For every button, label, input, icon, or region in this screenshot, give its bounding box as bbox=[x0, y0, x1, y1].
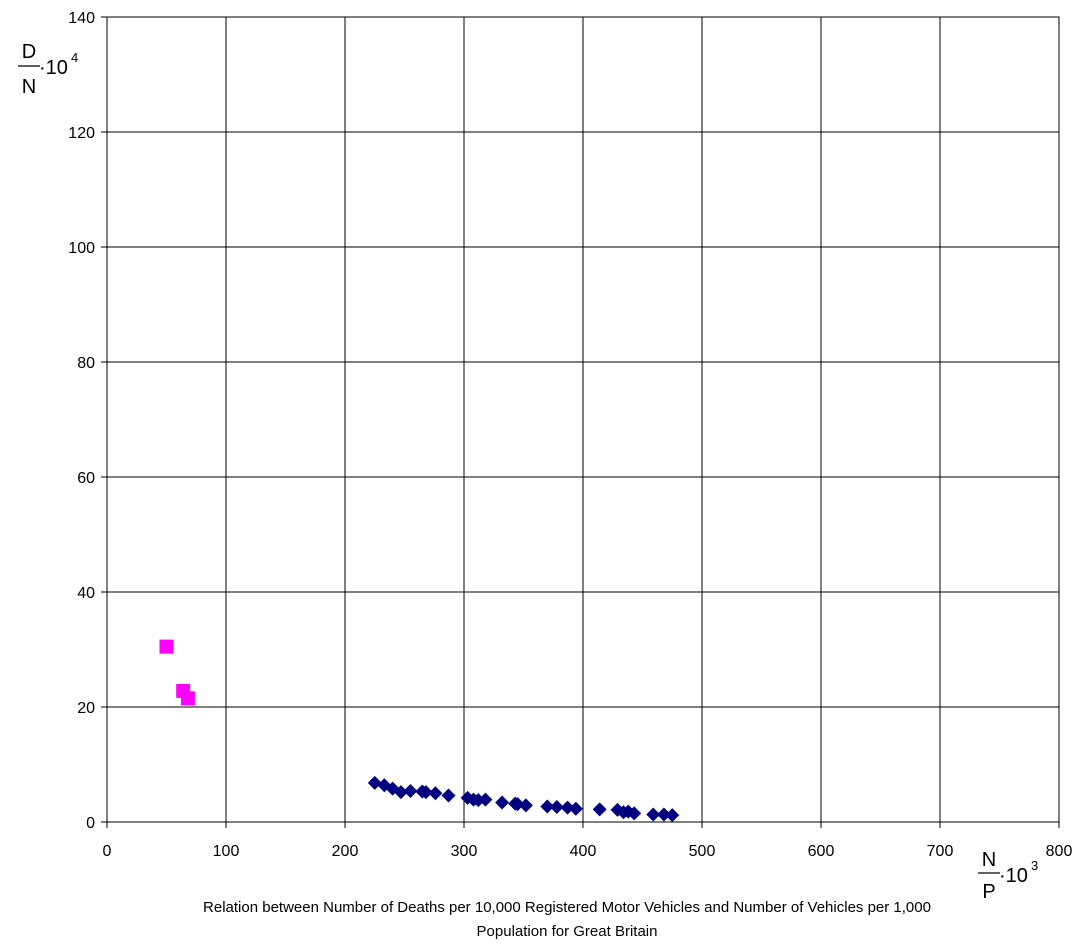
diamond-point bbox=[428, 786, 443, 801]
chart-caption-line2: Population for Great Britain bbox=[477, 923, 658, 940]
x-tick-label: 200 bbox=[332, 843, 359, 860]
y-tick-label: 100 bbox=[68, 240, 95, 257]
y-label-denominator: N bbox=[22, 76, 36, 98]
square-point bbox=[180, 691, 195, 706]
y-tick-label: 60 bbox=[77, 470, 95, 487]
y-tick-label: 40 bbox=[77, 585, 95, 602]
data-points bbox=[159, 639, 680, 823]
x-axis-label: N P ·10 3 bbox=[978, 849, 1038, 903]
x-label-multiplier: ·10 bbox=[999, 865, 1028, 887]
x-tick-label: 800 bbox=[1046, 843, 1073, 860]
y-tick-label: 80 bbox=[77, 355, 95, 372]
grid-lines bbox=[101, 16, 1060, 828]
y-tick-label: 140 bbox=[68, 10, 95, 27]
x-tick-label: 700 bbox=[927, 843, 954, 860]
diamond-point bbox=[510, 797, 525, 812]
diamond-point bbox=[646, 807, 661, 822]
diamond-point bbox=[418, 785, 433, 800]
y-tick-label: 120 bbox=[68, 125, 95, 142]
diamond-point bbox=[627, 806, 642, 821]
y-tick-label: 20 bbox=[77, 700, 95, 717]
x-tick-label: 500 bbox=[689, 843, 716, 860]
x-label-numerator: N bbox=[982, 849, 996, 871]
plot-area-frame bbox=[106, 16, 1060, 823]
y-label-exponent: 4 bbox=[71, 50, 78, 65]
diamond-point bbox=[540, 799, 555, 814]
y-label-multiplier: ·10 bbox=[39, 57, 68, 79]
y-axis-label: D N ·10 4 bbox=[18, 41, 78, 98]
x-tick-label: 400 bbox=[570, 843, 597, 860]
y-label-numerator: D bbox=[22, 41, 36, 63]
x-label-denominator: P bbox=[982, 881, 995, 903]
diamond-point bbox=[656, 807, 671, 822]
diamond-point bbox=[495, 795, 510, 810]
diamond-point bbox=[478, 792, 493, 807]
diamond-point bbox=[549, 800, 564, 815]
diamond-point bbox=[441, 788, 456, 803]
x-tick-label: 0 bbox=[103, 843, 112, 860]
x-tick-label: 600 bbox=[808, 843, 835, 860]
diamond-point bbox=[393, 785, 408, 800]
y-tick-label: 0 bbox=[86, 815, 95, 832]
x-tick-label: 100 bbox=[213, 843, 240, 860]
y-tick-labels: 0 20 40 60 80 100 120 140 bbox=[68, 10, 95, 832]
x-tick-label: 300 bbox=[451, 843, 478, 860]
diamond-point bbox=[592, 802, 607, 817]
diamond-point bbox=[403, 783, 418, 798]
x-tick-labels: 0 100 200 300 400 500 600 700 800 bbox=[103, 843, 1073, 860]
x-label-exponent: 3 bbox=[1031, 858, 1038, 873]
diamond-point bbox=[560, 800, 575, 815]
diamond-point bbox=[665, 808, 680, 823]
diamond-point bbox=[568, 801, 583, 816]
diamond-point bbox=[518, 798, 533, 813]
diamond-point bbox=[367, 775, 382, 790]
square-point bbox=[159, 639, 174, 654]
chart-caption-line1: Relation between Number of Deaths per 10… bbox=[203, 899, 931, 916]
